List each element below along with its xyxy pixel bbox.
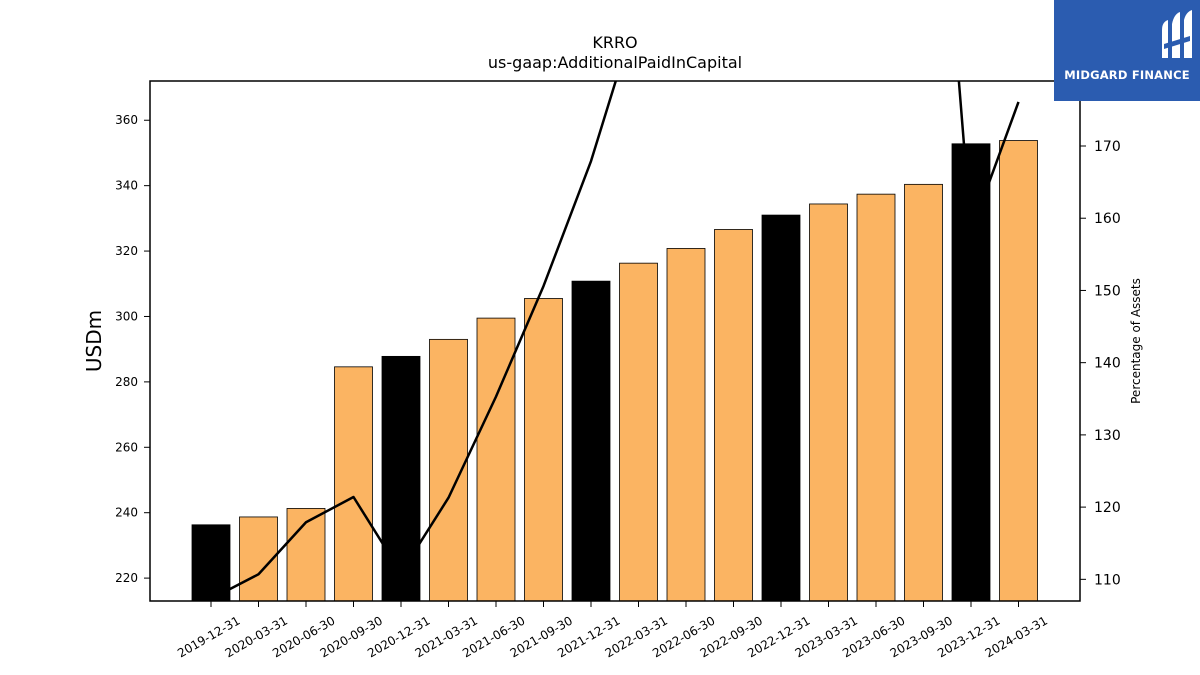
bar bbox=[904, 183, 943, 602]
y-tick-label: 260 bbox=[115, 440, 138, 454]
y-tick-label: 320 bbox=[115, 244, 138, 258]
bar bbox=[571, 280, 611, 602]
x-axis: 2019-12-312020-03-312020-06-302020-09-30… bbox=[175, 601, 1050, 660]
y-tick-label: 340 bbox=[115, 179, 138, 193]
y2-tick-label: 140 bbox=[1094, 356, 1121, 372]
bar-series bbox=[191, 140, 1038, 602]
line-series bbox=[210, 81, 1020, 600]
bar bbox=[476, 317, 516, 602]
line-path bbox=[210, 81, 1020, 600]
y2-axis: 110 120 130 140 150 160 170 bbox=[1080, 139, 1121, 588]
y2-tick-label: 160 bbox=[1094, 211, 1121, 227]
y2-tick-label: 150 bbox=[1094, 283, 1121, 299]
y2-tick-label: 110 bbox=[1094, 572, 1121, 588]
midgard-m-icon bbox=[1162, 10, 1192, 58]
bar bbox=[524, 298, 563, 602]
plot-frame bbox=[149, 80, 1081, 602]
chart-title: KRRO bbox=[592, 33, 637, 52]
brand-name: MIDGARD FINANCE bbox=[1064, 68, 1190, 82]
y2-axis-label: Percentage of Assets bbox=[1129, 278, 1143, 404]
y2-tick-label: 130 bbox=[1094, 428, 1121, 444]
y2-tick-label: 170 bbox=[1094, 139, 1121, 155]
y-tick-label: 360 bbox=[115, 113, 138, 127]
bar bbox=[951, 143, 991, 602]
y-tick-label: 240 bbox=[115, 506, 138, 520]
y-tick-label: 220 bbox=[115, 571, 138, 585]
bar bbox=[761, 214, 801, 602]
y-tick-label: 280 bbox=[115, 375, 138, 389]
bar bbox=[381, 355, 421, 602]
bar bbox=[666, 248, 706, 602]
bar bbox=[809, 203, 848, 602]
y-axis-label: USDm bbox=[82, 310, 106, 372]
bar bbox=[714, 229, 753, 602]
y-tick-label: 300 bbox=[115, 309, 138, 323]
bar bbox=[334, 366, 373, 602]
y2-tick-label: 120 bbox=[1094, 500, 1121, 516]
y-axis: 220 240 260 280 300 320 340 360 bbox=[115, 113, 150, 585]
bar bbox=[619, 262, 658, 602]
brand-logo: MIDGARD FINANCE bbox=[1054, 0, 1200, 101]
bar bbox=[191, 524, 231, 602]
bar bbox=[999, 140, 1038, 602]
bar bbox=[856, 193, 896, 602]
chart-subtitle: us-gaap:AdditionalPaidInCapital bbox=[488, 53, 742, 72]
